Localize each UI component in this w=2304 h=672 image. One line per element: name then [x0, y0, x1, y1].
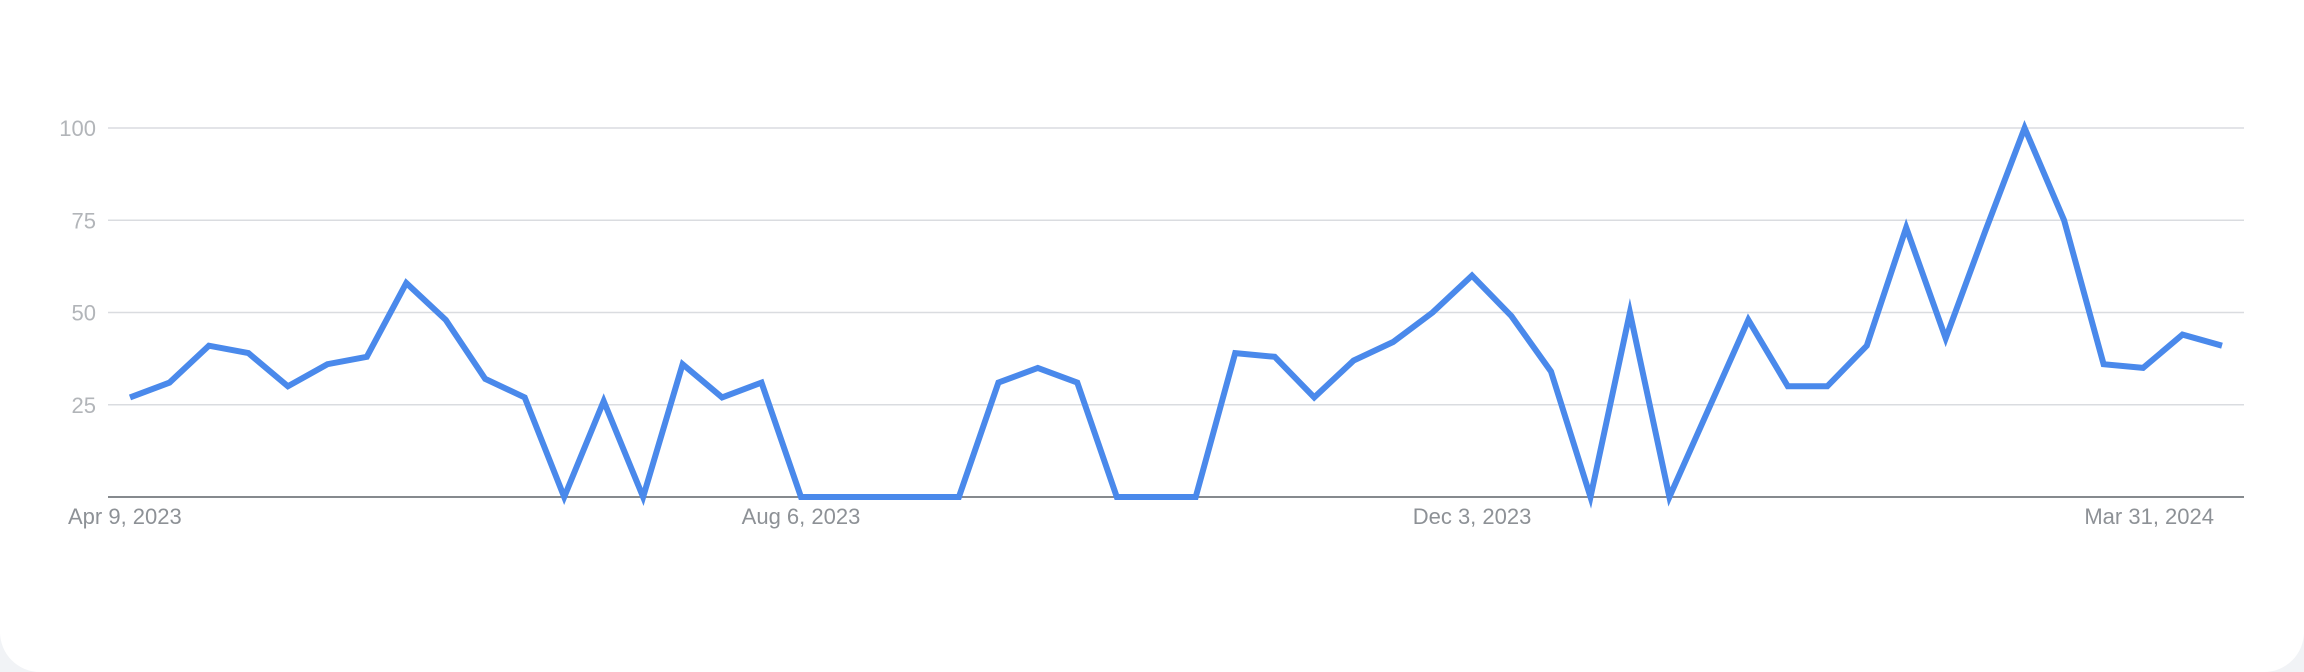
y-axis-ticks: 25 50 75 100	[59, 116, 96, 418]
x-tick-label: Mar 31, 2024	[2084, 504, 2214, 529]
x-axis-ticks: Apr 9, 2023 Aug 6, 2023 Dec 3, 2023 Mar 31,…	[68, 504, 2214, 529]
series-layer	[128, 120, 2223, 509]
x-tick-label: Dec 3, 2023	[1413, 504, 1532, 529]
y-tick-label-100: 100	[59, 116, 96, 141]
y-tick-label-25: 25	[72, 393, 96, 418]
y-tick-label-50: 50	[72, 301, 96, 326]
y-tick-label-75: 75	[72, 208, 96, 233]
x-tick-label: Apr 9, 2023	[68, 504, 182, 529]
series-line	[128, 120, 2223, 509]
x-tick-label: Aug 6, 2023	[742, 504, 861, 529]
gridlines	[108, 127, 2244, 406]
